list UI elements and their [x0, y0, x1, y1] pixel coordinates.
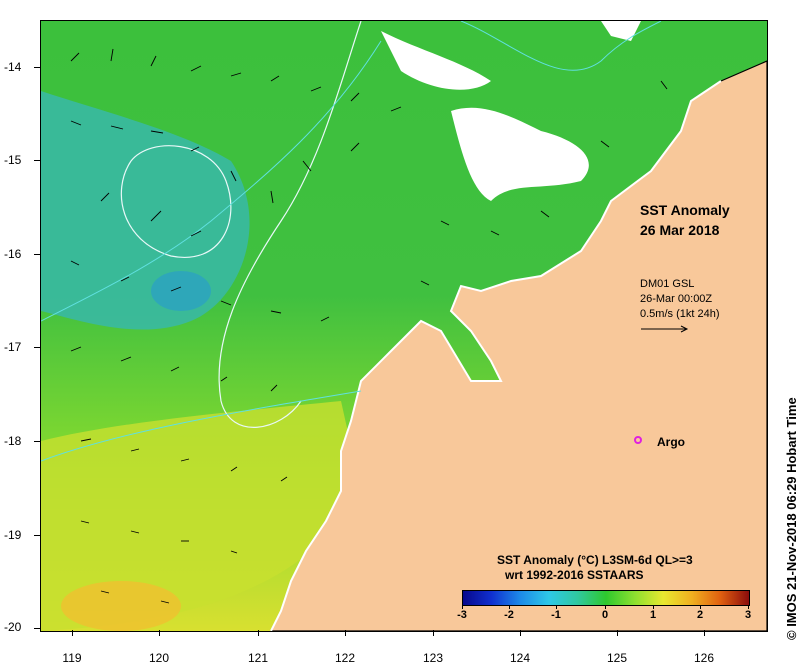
argo-float-icon	[634, 436, 642, 444]
ssh-contour	[120, 145, 232, 258]
y-tick	[34, 347, 40, 348]
x-tick	[617, 630, 618, 636]
x-axis-label: 119	[62, 651, 82, 665]
x-axis-label: 124	[509, 651, 531, 665]
colorbar-label: -2	[504, 609, 514, 621]
colorbar-label: 3	[744, 609, 752, 621]
y-tick	[34, 535, 40, 536]
cloud-patch	[381, 31, 491, 90]
x-tick	[345, 630, 346, 636]
cloud-patch	[451, 107, 589, 201]
cool-core	[151, 271, 211, 311]
x-tick	[72, 630, 73, 636]
vector-time: 26-Mar 00:00Z	[640, 293, 713, 305]
colorbar-label: -3	[457, 609, 467, 621]
current-vectors	[70, 48, 668, 604]
legend-title-line1: SST Anomaly (°C) L3SM-6d QL>=3	[497, 553, 693, 567]
x-axis-label: 125	[606, 651, 628, 665]
x-tick	[704, 630, 705, 636]
colorbar-label: 2	[696, 609, 704, 621]
colorbar-tick	[556, 605, 557, 609]
y-tick	[34, 67, 40, 68]
x-tick	[159, 630, 160, 636]
argo-label: Argo	[657, 435, 685, 449]
colorbar-tick	[605, 605, 606, 609]
y-axis-label: -16	[4, 247, 22, 261]
x-axis-label: 120	[148, 651, 170, 665]
map-title: SST Anomaly 26 Mar 2018	[640, 200, 730, 240]
y-tick	[34, 628, 40, 629]
ssh-contour	[41, 390, 362, 462]
coastline	[270, 80, 722, 631]
x-tick	[520, 630, 521, 636]
cool-anomaly-region	[41, 91, 250, 330]
x-axis-label: 121	[247, 651, 269, 665]
colorbar-label: 0	[601, 609, 609, 621]
y-axis-label: -19	[4, 528, 22, 542]
legend-title: SST Anomaly (°C) L3SM-6d QL>=3 wrt 1992-…	[497, 553, 693, 583]
legend-title-line2: wrt 1992-2016 SSTAARS	[505, 568, 644, 582]
x-axis-label: 126	[693, 651, 715, 665]
x-tick	[258, 630, 259, 636]
colorbar-tick	[748, 605, 749, 609]
y-axis-label: -17	[4, 340, 22, 354]
copyright-notice: © IMOS 21-Nov-2018 06:29 Hobart Time	[784, 397, 799, 640]
vector-info: DM01 GSL 26-Mar 00:00Z 0.5m/s (1kt 24h)	[640, 277, 719, 322]
x-axis-label: 122	[334, 651, 356, 665]
colorbar	[462, 590, 750, 606]
map-title-date: 26 Mar 2018	[640, 222, 720, 238]
x-axis-label: 123	[422, 651, 444, 665]
y-axis-label: -14	[4, 60, 22, 74]
y-tick	[34, 160, 40, 161]
map-title-line1: SST Anomaly	[640, 202, 730, 218]
ssh-contour	[41, 40, 382, 322]
y-axis-label: -20	[4, 620, 22, 634]
colorbar-tick	[509, 605, 510, 609]
sst-anomaly-map	[40, 20, 768, 632]
vector-source: DM01 GSL	[640, 278, 695, 290]
vector-scale: 0.5m/s (1kt 24h)	[640, 308, 720, 320]
colorbar-tick	[653, 605, 654, 609]
ssh-contour	[218, 21, 362, 428]
colorbar-label: -1	[551, 609, 561, 621]
warm-anomaly-region	[41, 401, 361, 631]
y-axis-label: -15	[4, 153, 22, 167]
y-tick	[34, 254, 40, 255]
cloud-patch	[601, 21, 641, 41]
x-tick	[433, 630, 434, 636]
colorbar-tick	[462, 605, 463, 609]
y-tick	[34, 441, 40, 442]
colorbar-label: 1	[649, 609, 657, 621]
vector-scale-arrowhead	[680, 325, 689, 333]
y-axis-label: -18	[4, 434, 22, 448]
colorbar-tick	[700, 605, 701, 609]
ssh-contour	[460, 21, 662, 71]
warm-core	[61, 581, 181, 631]
